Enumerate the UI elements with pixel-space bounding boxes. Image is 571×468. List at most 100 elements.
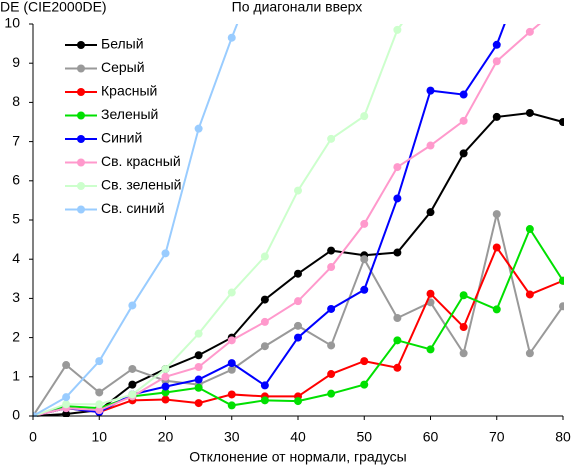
x-tick-label: 60 [423, 429, 439, 445]
point [327, 389, 336, 398]
point [393, 248, 402, 257]
point [525, 27, 534, 36]
series-line [33, 213, 564, 417]
y-tick-label: 4 [12, 250, 20, 266]
x-tick-label: 30 [224, 429, 240, 445]
point [492, 305, 501, 314]
point [294, 186, 302, 195]
x-tick-label: 40 [290, 429, 306, 445]
point [393, 163, 402, 172]
point [62, 410, 71, 417]
point [459, 149, 468, 158]
point [393, 363, 402, 372]
x-tick-label: 80 [555, 429, 571, 445]
point [525, 349, 534, 358]
point [294, 269, 302, 278]
point [128, 380, 137, 389]
point [227, 33, 236, 42]
point [525, 225, 534, 234]
point [393, 336, 402, 345]
legend-marker [77, 205, 85, 214]
point [161, 382, 170, 391]
point [492, 243, 501, 252]
legend-marker [77, 158, 85, 167]
point [459, 323, 468, 332]
point [194, 399, 203, 408]
point [426, 141, 435, 150]
point [525, 108, 534, 117]
point [95, 406, 104, 415]
point [194, 363, 203, 371]
point [260, 342, 269, 351]
legend-label: Серый [101, 59, 145, 75]
legend-label: Синий [101, 130, 142, 146]
point [459, 349, 468, 358]
point [62, 361, 71, 370]
point [360, 357, 369, 366]
point [360, 255, 369, 264]
legend-label: Св. синий [101, 200, 165, 216]
point [260, 252, 269, 261]
y-axis-label: DE (CIE2000DE) [0, 0, 107, 15]
point [95, 388, 104, 397]
point [227, 336, 236, 345]
point [128, 390, 137, 399]
point [294, 333, 302, 342]
y-tick-label: 8 [12, 93, 20, 109]
x-axis-label: Отклонение от нормали, градусы [189, 449, 406, 465]
point [426, 208, 435, 217]
y-tick-label: 3 [12, 289, 20, 305]
point [426, 86, 435, 95]
point [128, 364, 137, 373]
point [194, 329, 203, 338]
plot-area [33, 24, 564, 417]
point [294, 397, 302, 406]
point [161, 388, 170, 397]
point [227, 390, 236, 399]
legend-marker [77, 88, 85, 96]
point [62, 400, 71, 409]
point [492, 40, 501, 49]
point [393, 314, 402, 322]
point [559, 118, 564, 126]
point [95, 357, 104, 366]
point [95, 400, 104, 409]
point [62, 393, 71, 402]
point [525, 290, 534, 299]
legend-label: Зеленый [101, 106, 158, 122]
y-tick-label: 9 [12, 54, 20, 70]
series-line [33, 24, 239, 417]
series-line [33, 24, 403, 417]
y-tick-label: 10 [4, 15, 20, 31]
point [294, 321, 302, 330]
point [227, 401, 236, 410]
legend-label: Белый [101, 36, 144, 52]
point [492, 57, 501, 66]
x-tick-label: 50 [356, 429, 372, 445]
legend-label: Св. зеленый [101, 177, 181, 193]
point [327, 134, 336, 143]
point [426, 289, 435, 298]
point [194, 383, 203, 392]
legend-label: Св. красный [101, 153, 181, 169]
legend-marker [77, 135, 85, 143]
legend-marker [77, 41, 85, 49]
point [260, 317, 269, 326]
point [327, 341, 336, 350]
y-tick-label: 5 [12, 211, 20, 227]
y-tick-label: 7 [12, 132, 20, 148]
y-tick-label: 0 [12, 407, 20, 423]
point [492, 210, 501, 219]
legend-label: Красный [101, 83, 157, 99]
point [194, 375, 203, 384]
legend-marker [77, 182, 85, 190]
point [260, 396, 269, 405]
point [161, 395, 170, 404]
point [227, 288, 236, 297]
y-tick-label: 1 [12, 368, 20, 384]
point [459, 116, 468, 125]
x-tick-label: 20 [158, 429, 174, 445]
point [327, 370, 336, 379]
point [161, 372, 170, 381]
